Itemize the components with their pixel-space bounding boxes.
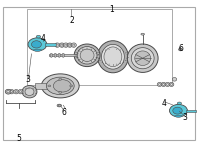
Ellipse shape xyxy=(141,33,144,35)
Text: 4: 4 xyxy=(162,99,167,108)
Text: 1: 1 xyxy=(110,5,114,14)
Ellipse shape xyxy=(20,91,22,93)
Ellipse shape xyxy=(61,44,63,46)
Text: 3: 3 xyxy=(25,75,30,84)
Ellipse shape xyxy=(98,41,128,73)
Ellipse shape xyxy=(71,43,76,47)
Ellipse shape xyxy=(54,53,57,57)
Ellipse shape xyxy=(127,44,158,72)
Ellipse shape xyxy=(80,49,94,61)
Ellipse shape xyxy=(162,83,165,85)
Ellipse shape xyxy=(70,85,73,87)
Ellipse shape xyxy=(73,44,75,46)
Ellipse shape xyxy=(31,41,41,48)
Ellipse shape xyxy=(172,77,177,81)
Text: 2: 2 xyxy=(70,16,75,25)
Ellipse shape xyxy=(57,104,61,107)
Ellipse shape xyxy=(65,44,67,46)
Ellipse shape xyxy=(9,90,14,94)
Ellipse shape xyxy=(55,43,60,47)
Ellipse shape xyxy=(101,44,124,69)
Ellipse shape xyxy=(41,74,79,98)
Ellipse shape xyxy=(15,91,17,93)
Ellipse shape xyxy=(58,53,61,57)
Ellipse shape xyxy=(33,49,41,51)
FancyBboxPatch shape xyxy=(186,110,196,112)
Ellipse shape xyxy=(11,91,13,93)
Ellipse shape xyxy=(170,83,173,85)
Ellipse shape xyxy=(56,44,58,46)
Text: 6: 6 xyxy=(62,108,67,117)
Ellipse shape xyxy=(104,47,122,67)
Ellipse shape xyxy=(175,115,182,117)
Ellipse shape xyxy=(48,85,51,87)
FancyBboxPatch shape xyxy=(35,83,49,89)
Ellipse shape xyxy=(62,53,65,57)
Ellipse shape xyxy=(131,48,154,69)
Text: 3: 3 xyxy=(182,113,187,122)
Ellipse shape xyxy=(135,51,151,66)
Ellipse shape xyxy=(28,38,47,51)
Ellipse shape xyxy=(59,43,64,47)
Ellipse shape xyxy=(50,53,53,57)
FancyBboxPatch shape xyxy=(49,54,80,56)
Ellipse shape xyxy=(69,44,71,46)
Text: 6: 6 xyxy=(179,44,184,53)
Ellipse shape xyxy=(161,82,166,86)
Ellipse shape xyxy=(159,83,161,85)
Ellipse shape xyxy=(25,88,34,96)
Ellipse shape xyxy=(59,92,62,93)
Ellipse shape xyxy=(165,82,170,86)
Ellipse shape xyxy=(77,47,97,64)
Ellipse shape xyxy=(18,90,23,94)
Ellipse shape xyxy=(169,104,187,117)
Text: 4: 4 xyxy=(41,34,46,43)
Ellipse shape xyxy=(169,82,174,86)
Ellipse shape xyxy=(46,77,74,95)
Ellipse shape xyxy=(173,107,182,114)
Text: 5: 5 xyxy=(16,134,21,143)
Ellipse shape xyxy=(14,90,19,94)
Ellipse shape xyxy=(177,102,181,105)
Ellipse shape xyxy=(180,49,181,50)
Ellipse shape xyxy=(63,43,68,47)
Ellipse shape xyxy=(179,48,182,51)
Ellipse shape xyxy=(36,35,41,38)
Ellipse shape xyxy=(166,83,169,85)
Ellipse shape xyxy=(58,105,60,106)
Ellipse shape xyxy=(22,86,37,98)
Ellipse shape xyxy=(59,78,62,80)
Ellipse shape xyxy=(7,91,10,93)
FancyBboxPatch shape xyxy=(45,43,56,46)
Ellipse shape xyxy=(67,43,72,47)
Ellipse shape xyxy=(157,82,162,86)
Ellipse shape xyxy=(53,80,71,92)
Ellipse shape xyxy=(74,44,100,67)
Ellipse shape xyxy=(5,89,11,94)
